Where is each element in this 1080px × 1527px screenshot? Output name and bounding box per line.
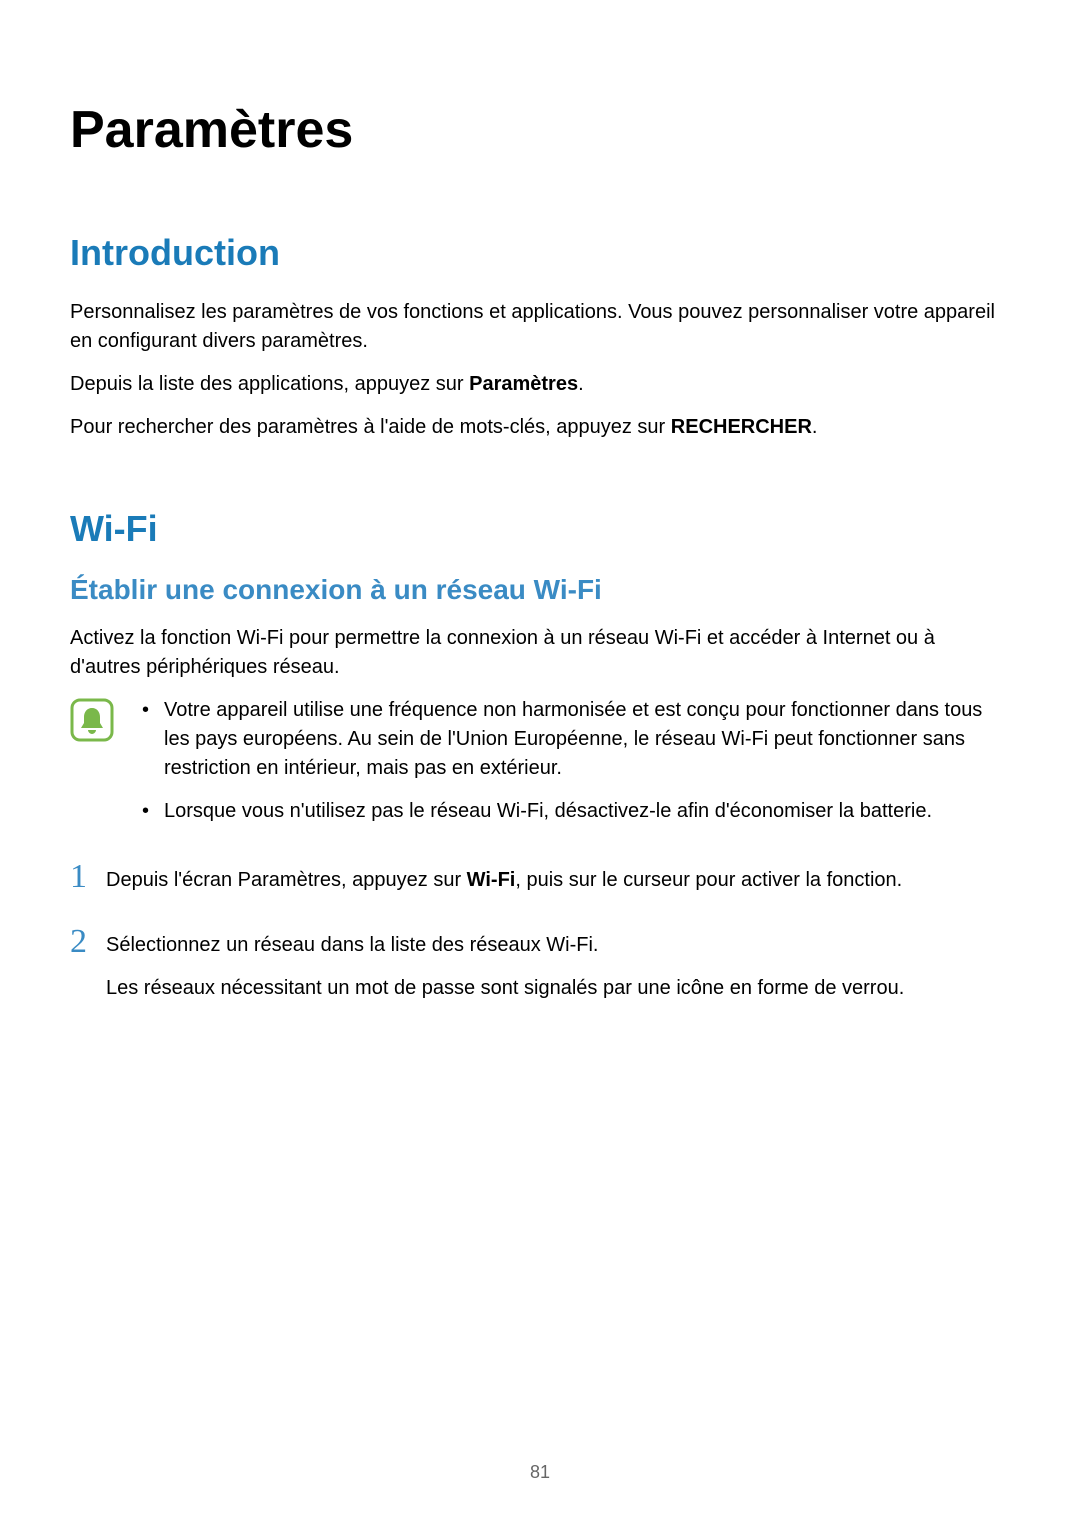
intro-section-title: Introduction (70, 232, 1010, 274)
intro-p2-bold: Paramètres (469, 373, 578, 395)
step-prefix: Depuis l'écran Paramètres, appuyez sur (106, 869, 467, 891)
step-content: Depuis l'écran Paramètres, appuyez sur W… (106, 860, 1010, 909)
page-number: 81 (0, 1462, 1080, 1483)
step-extra: Les réseaux nécessitant un mot de passe … (106, 974, 1010, 1003)
notice-item: Lorsque vous n'utilisez pas le réseau Wi… (142, 797, 1010, 826)
intro-p3-bold: RECHERCHER (671, 416, 812, 438)
page-main-title: Paramètres (70, 100, 1010, 160)
step-suffix: , puis sur le curseur pour activer la fo… (515, 869, 902, 891)
step-prefix: Sélectionnez un réseau dans la liste des… (106, 934, 598, 956)
intro-paragraph-1: Personnalisez les paramètres de vos fonc… (70, 298, 1010, 356)
notice-item: Votre appareil utilise une fréquence non… (142, 696, 1010, 783)
step-number: 1 (70, 860, 106, 894)
step-item: 1 Depuis l'écran Paramètres, appuyez sur… (70, 860, 1010, 909)
intro-p3-prefix: Pour rechercher des paramètres à l'aide … (70, 416, 671, 438)
bell-notice-icon (70, 698, 114, 742)
notice-block: Votre appareil utilise une fréquence non… (70, 696, 1010, 840)
intro-paragraph-2: Depuis la liste des applications, appuye… (70, 370, 1010, 399)
step-number: 2 (70, 925, 106, 959)
step-item: 2 Sélectionnez un réseau dans la liste d… (70, 925, 1010, 1017)
steps-list: 1 Depuis l'écran Paramètres, appuyez sur… (70, 860, 1010, 1017)
step-content: Sélectionnez un réseau dans la liste des… (106, 925, 1010, 1017)
intro-p2-suffix: . (578, 373, 584, 395)
intro-p3-suffix: . (812, 416, 818, 438)
wifi-intro-paragraph: Activez la fonction Wi-Fi pour permettre… (70, 624, 1010, 682)
step-bold: Wi-Fi (467, 869, 516, 891)
intro-paragraph-3: Pour rechercher des paramètres à l'aide … (70, 413, 1010, 442)
notice-list: Votre appareil utilise une fréquence non… (142, 696, 1010, 840)
intro-p2-prefix: Depuis la liste des applications, appuye… (70, 373, 469, 395)
wifi-subsection-title: Établir une connexion à un réseau Wi-Fi (70, 574, 1010, 606)
wifi-section-title: Wi-Fi (70, 508, 1010, 550)
